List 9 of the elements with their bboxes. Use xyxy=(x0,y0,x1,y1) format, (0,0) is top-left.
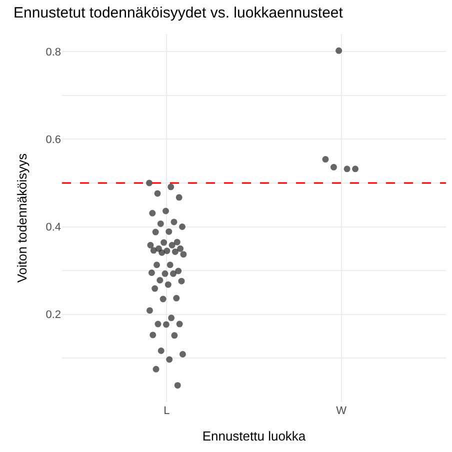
y-tick-label: 0.8 xyxy=(46,46,61,58)
x-tick-label: W xyxy=(336,405,348,417)
x-axis-title: Ennustettu luokka xyxy=(202,428,306,444)
y-tick-label: 0.6 xyxy=(46,134,61,146)
chart-title: Ennustetut todennäköisyydet vs. luokkaennusteet xyxy=(14,4,344,22)
y-tick-label: 0.4 xyxy=(46,222,61,234)
y-tick-label: 0.2 xyxy=(46,309,61,322)
x-tick-label: L xyxy=(164,405,170,417)
y-axis-title: Voiton todennäköisyys xyxy=(14,152,30,283)
